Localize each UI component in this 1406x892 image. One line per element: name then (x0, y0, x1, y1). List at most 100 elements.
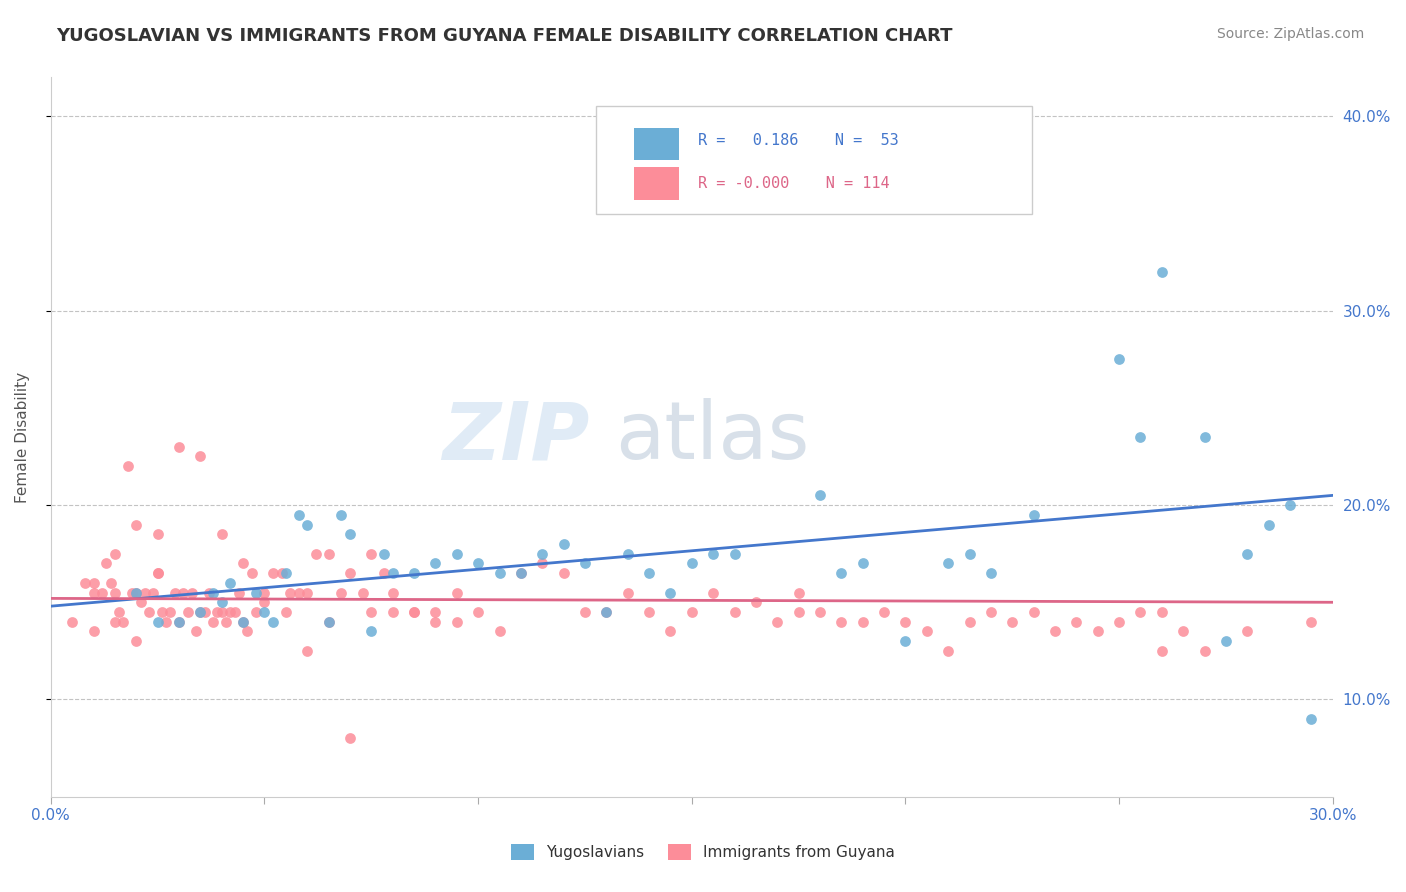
Point (894, 634, 917, 648)
Point (245, 585, 267, 599)
Point (146, 566, 169, 581)
Point (104, 615, 127, 629)
Point (253, 595, 276, 609)
Point (211, 595, 233, 609)
Point (808, 488, 831, 502)
Point (980, 605, 1002, 619)
Point (167, 440, 190, 454)
Point (1108, 615, 1130, 629)
Point (723, 605, 745, 619)
Point (1150, 644, 1173, 658)
Point (318, 615, 340, 629)
Point (274, 605, 297, 619)
Point (339, 566, 361, 581)
Point (360, 605, 382, 619)
Point (232, 615, 254, 629)
Text: atlas: atlas (614, 398, 810, 476)
Point (959, 547, 981, 561)
Point (659, 624, 682, 639)
Point (83, 575, 105, 590)
Point (402, 605, 425, 619)
Point (467, 605, 489, 619)
Point (595, 605, 617, 619)
Point (1129, 605, 1152, 619)
Point (1150, 265, 1173, 279)
Point (830, 615, 852, 629)
Point (219, 575, 242, 590)
Point (228, 585, 250, 599)
Point (142, 585, 165, 599)
Point (60, 615, 83, 629)
Point (488, 566, 510, 581)
Point (1087, 624, 1109, 639)
Point (146, 527, 169, 541)
Point (723, 547, 745, 561)
Point (330, 585, 353, 599)
Point (339, 527, 361, 541)
Point (373, 566, 395, 581)
Point (91, 585, 114, 599)
Point (381, 605, 404, 619)
Point (202, 585, 225, 599)
Point (125, 634, 148, 648)
Point (1236, 547, 1258, 561)
Point (270, 566, 292, 581)
Point (146, 615, 169, 629)
Point (108, 605, 131, 619)
Point (360, 547, 382, 561)
Point (531, 547, 554, 561)
Point (980, 566, 1002, 581)
Point (167, 615, 190, 629)
Point (100, 575, 122, 590)
Bar (634, 128, 679, 161)
Point (425, 615, 447, 629)
Point (245, 605, 267, 619)
Point (1215, 634, 1237, 648)
Point (224, 605, 246, 619)
Point (287, 508, 309, 522)
Point (894, 615, 917, 629)
Point (104, 547, 127, 561)
Text: R =   0.186    N =  53: R = 0.186 N = 53 (699, 133, 898, 147)
Point (681, 557, 703, 571)
Point (1108, 352, 1130, 367)
Point (125, 585, 148, 599)
Point (262, 615, 284, 629)
Point (381, 566, 404, 581)
Point (117, 459, 139, 474)
Point (274, 566, 297, 581)
Point (1301, 712, 1323, 726)
Point (373, 547, 395, 561)
Text: R = -0.000    N = 114: R = -0.000 N = 114 (699, 176, 890, 191)
Point (184, 624, 207, 639)
Point (163, 585, 186, 599)
Point (425, 557, 447, 571)
Point (830, 566, 852, 581)
Point (360, 624, 382, 639)
Point (125, 585, 148, 599)
Point (616, 547, 638, 561)
Point (638, 566, 661, 581)
Point (287, 585, 309, 599)
Point (305, 547, 328, 561)
Point (211, 527, 233, 541)
Point (402, 605, 425, 619)
Legend: Yugoslavians, Immigrants from Guyana: Yugoslavians, Immigrants from Guyana (505, 838, 901, 866)
Point (1043, 624, 1066, 639)
Point (488, 624, 510, 639)
Point (134, 585, 156, 599)
Point (121, 585, 143, 599)
Point (240, 566, 263, 581)
Point (446, 547, 468, 561)
Text: ZIP: ZIP (441, 398, 589, 476)
Point (129, 595, 152, 609)
Point (1279, 498, 1302, 512)
Point (1236, 624, 1258, 639)
Point (253, 585, 276, 599)
Point (83, 624, 105, 639)
Point (125, 517, 148, 532)
Point (745, 595, 768, 609)
Point (112, 615, 135, 629)
Point (190, 450, 212, 464)
Point (190, 605, 212, 619)
